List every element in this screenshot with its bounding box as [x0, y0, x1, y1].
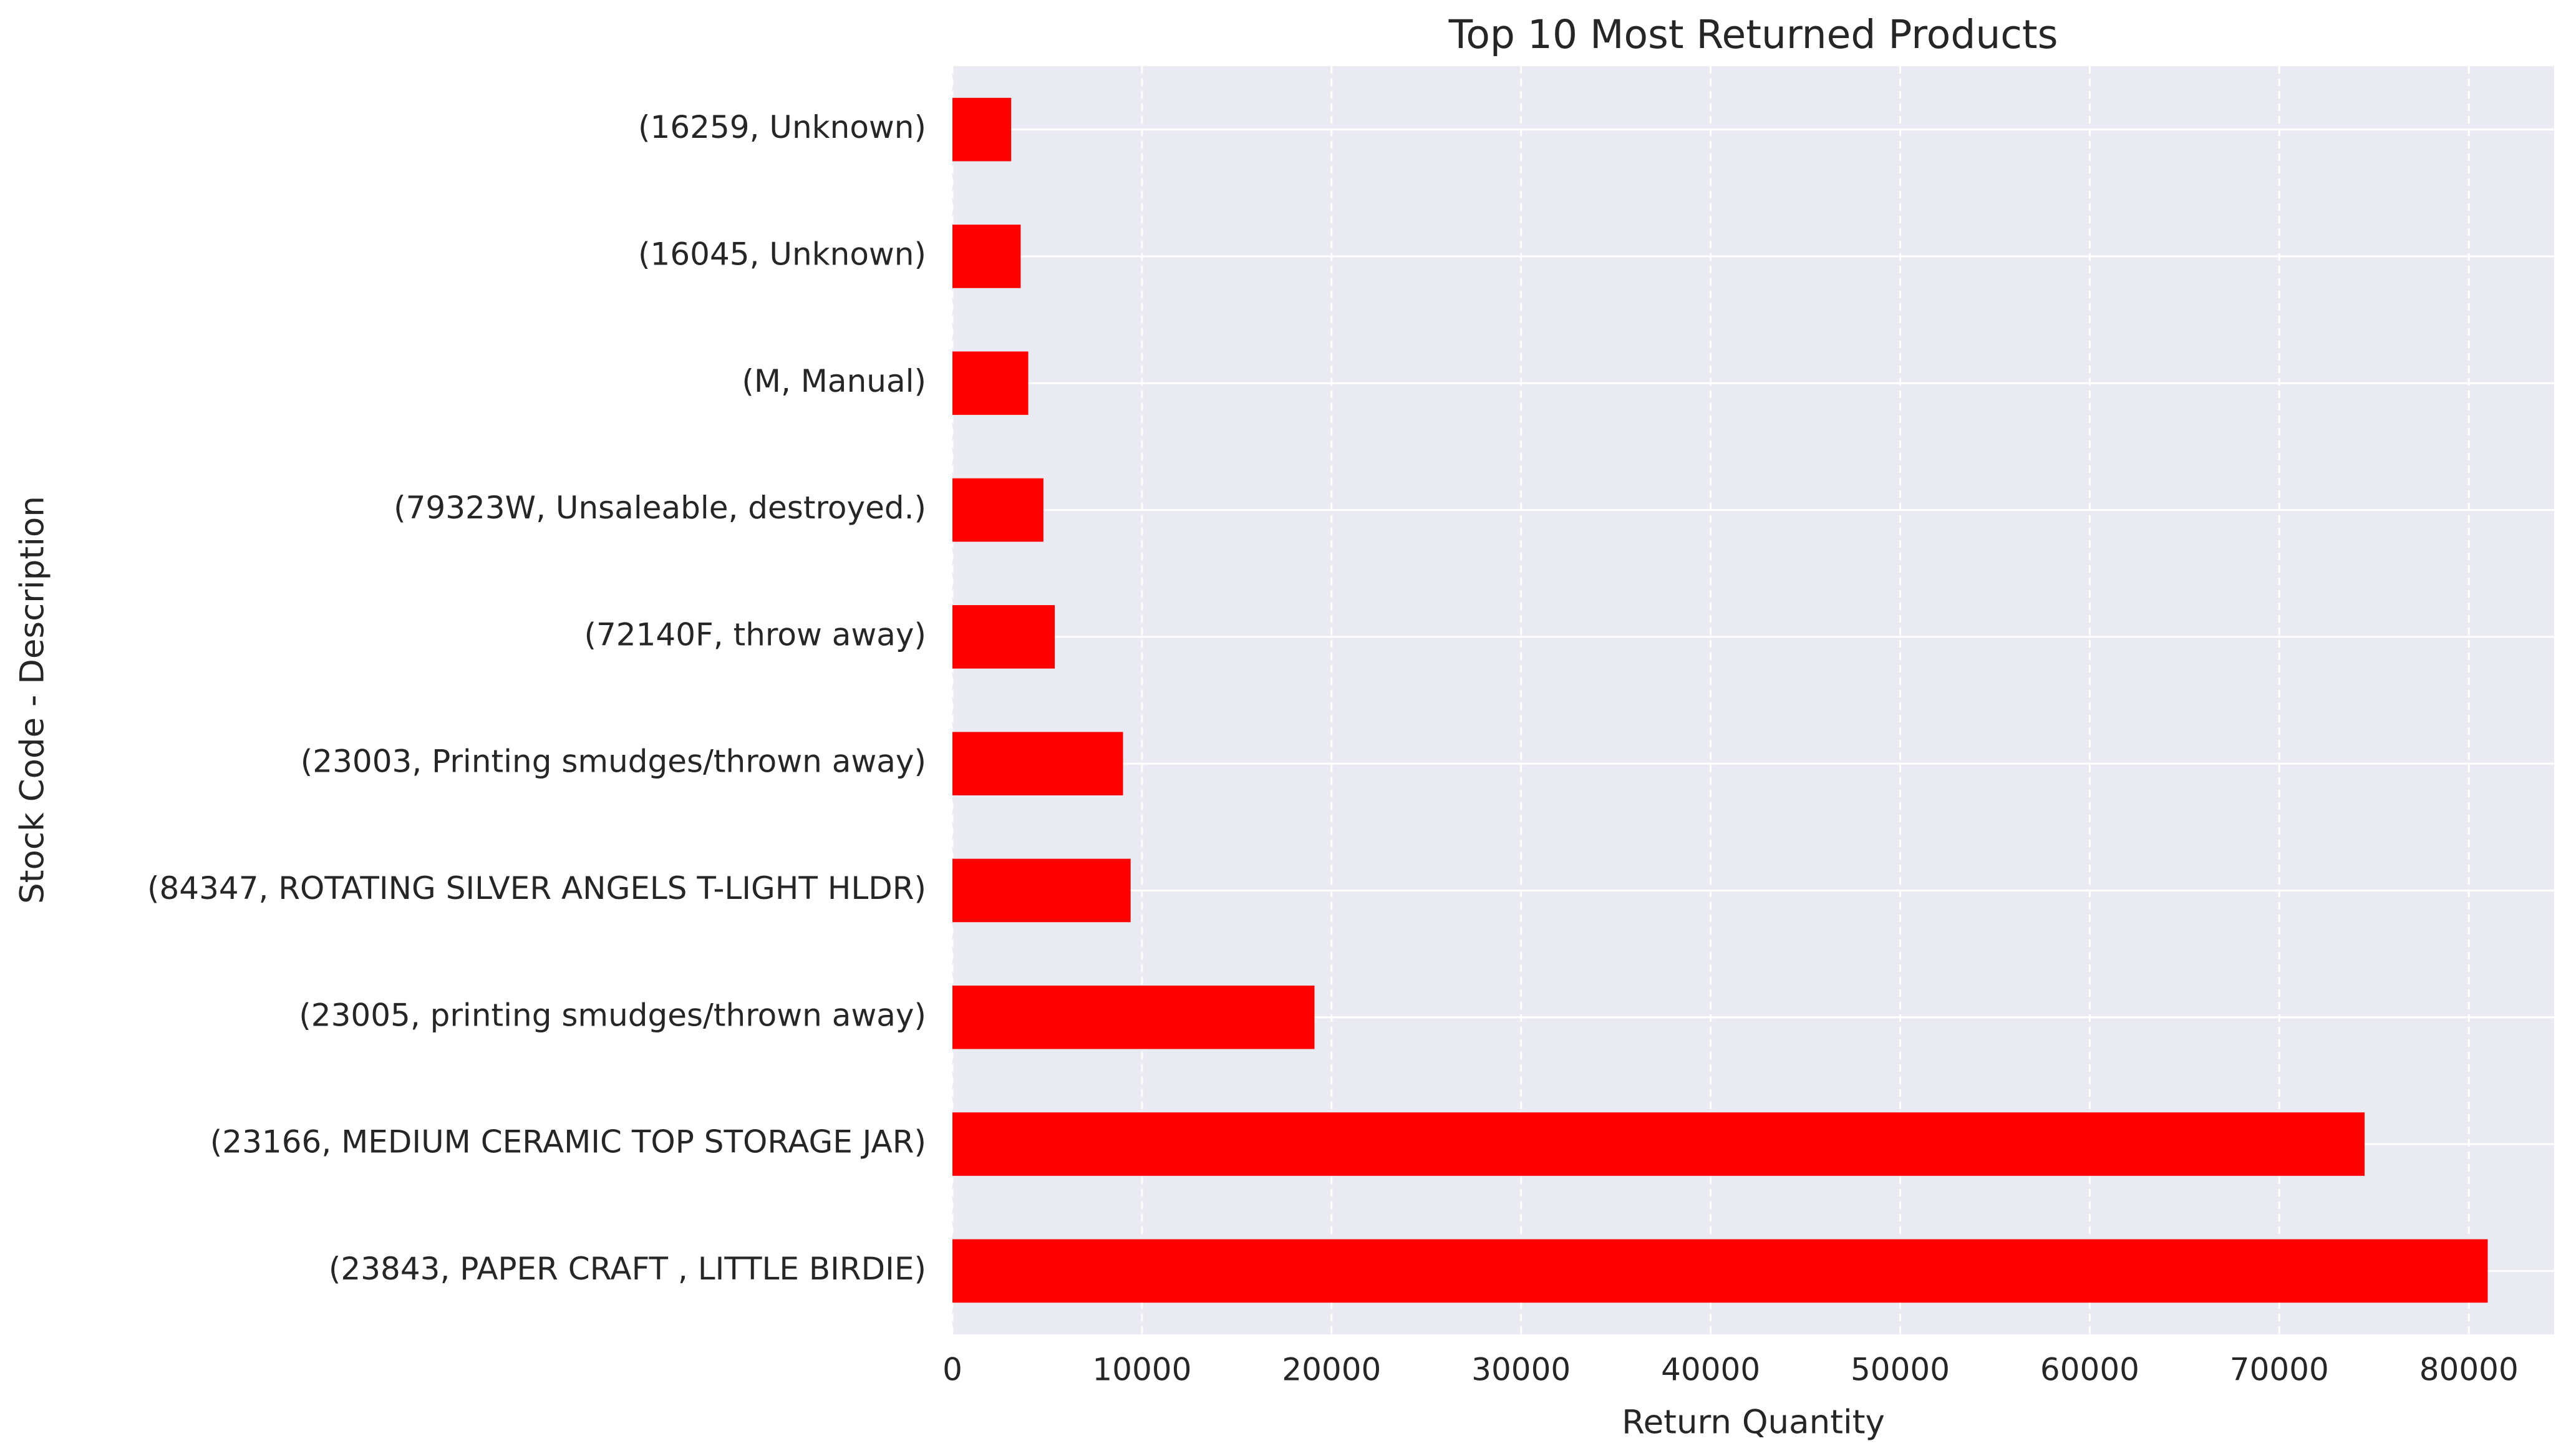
bar	[952, 1112, 2365, 1176]
x-tick-label: 80000	[2419, 1352, 2519, 1388]
x-axis-label: Return Quantity	[1622, 1404, 1885, 1442]
y-tick-label: (84347, ROTATING SILVER ANGELS T-LIGHT H…	[147, 870, 926, 906]
y-tick-label: (23003, Printing smudges/thrown away)	[301, 744, 926, 780]
x-tick-label: 30000	[1471, 1352, 1571, 1388]
bar	[952, 478, 1043, 542]
y-tick-label: (16045, Unknown)	[638, 236, 926, 272]
bar	[952, 97, 1012, 162]
y-tick-label: (23843, PAPER CRAFT , LITTLE BIRDIE)	[329, 1251, 926, 1287]
y-tick-label: (23005, printing smudges/thrown away)	[299, 997, 926, 1033]
bar	[952, 858, 1131, 923]
y-axis-label: Stock Code - Description	[14, 496, 52, 904]
bar	[952, 225, 1021, 288]
y-tick-label: (M, Manual)	[742, 363, 926, 399]
x-tick-label: 10000	[1092, 1352, 1191, 1388]
y-tick-label: (72140F, throw away)	[584, 616, 926, 653]
x-tick-label: 0	[942, 1352, 962, 1388]
bar	[952, 351, 1029, 415]
x-tick-label: 70000	[2230, 1352, 2329, 1388]
y-tick-label: (79323W, Unsaleable, destroyed.)	[394, 490, 926, 526]
x-tick-label: 40000	[1661, 1352, 1760, 1388]
bar	[952, 985, 1315, 1049]
bar	[952, 1239, 2488, 1303]
y-tick-label: (23166, MEDIUM CERAMIC TOP STORAGE JAR)	[210, 1124, 926, 1160]
x-tick-label: 60000	[2040, 1352, 2139, 1388]
chart-title: Top 10 Most Returned Products	[1448, 12, 2058, 57]
x-tick-label: 50000	[1851, 1352, 1950, 1388]
bar	[952, 605, 1055, 669]
bar	[952, 732, 1123, 795]
x-tick-label: 20000	[1282, 1352, 1381, 1388]
y-tick-label: (16259, Unknown)	[638, 109, 926, 145]
